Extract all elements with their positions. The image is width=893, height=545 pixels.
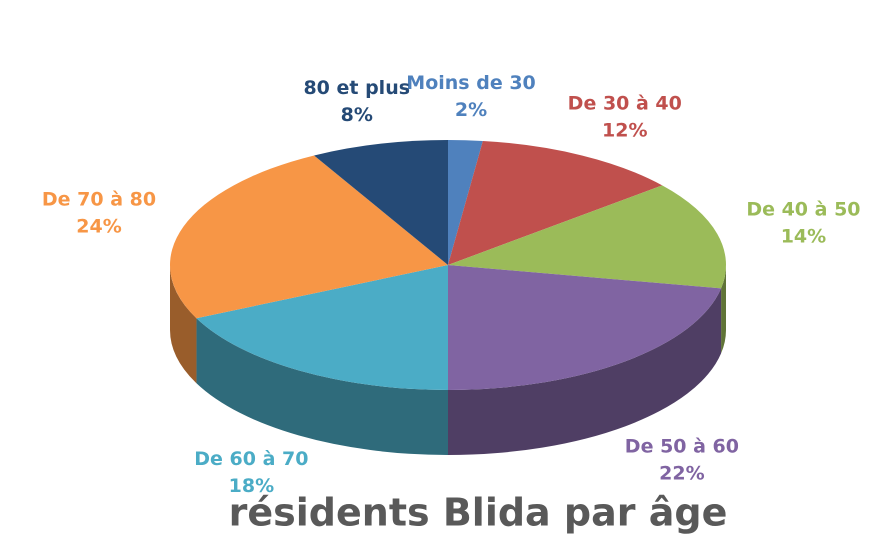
data-label: 14% [781, 226, 826, 248]
slice [169, 155, 448, 319]
data-label: 18% [229, 475, 274, 497]
data-label-category: De 60 à 70 [194, 448, 308, 470]
data-label-category: De 50 à 60 [625, 436, 739, 458]
slice-side [196, 318, 448, 455]
data-label-category: De 70 à 80 [42, 188, 156, 210]
data-label-category: De 30 à 40 [568, 93, 682, 115]
slice [448, 185, 726, 289]
data-label-category: Moins de 30 [406, 72, 535, 94]
slice-side [721, 265, 726, 354]
slice [196, 265, 448, 391]
slice [448, 140, 483, 265]
slice [314, 140, 448, 265]
slice-side [448, 288, 722, 455]
data-label: 2% [455, 99, 487, 121]
data-label-category: De 40 à 50 [746, 199, 860, 221]
data-label: 12% [602, 120, 647, 142]
data-label: 22% [659, 463, 704, 485]
slice [448, 140, 663, 265]
data-label: 24% [76, 215, 121, 237]
slice [448, 265, 722, 390]
chart-title: résidents Blida par âge [229, 491, 728, 535]
data-label: 8% [341, 104, 373, 126]
slice-side [170, 265, 197, 384]
data-label-category: 80 et plus [303, 77, 410, 99]
